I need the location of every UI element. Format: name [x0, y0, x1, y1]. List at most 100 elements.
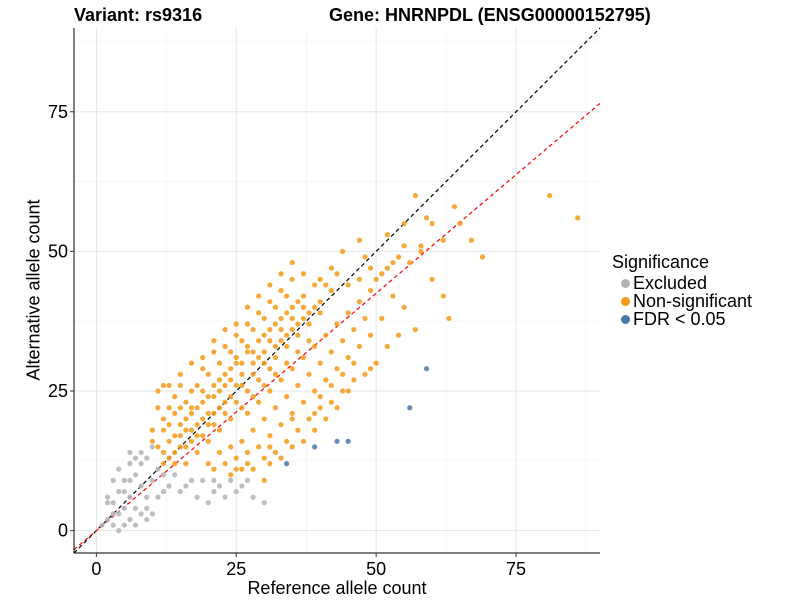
- point-non-significant: [312, 410, 318, 416]
- point-non-significant: [300, 399, 307, 405]
- point-non-significant: [222, 399, 228, 405]
- x-tick-label: 50: [366, 559, 386, 579]
- point-non-significant: [211, 394, 217, 400]
- point-non-significant: [200, 354, 206, 361]
- point-non-significant: [323, 377, 329, 383]
- point-non-significant: [166, 382, 172, 389]
- point-non-significant: [267, 433, 273, 439]
- point-excluded: [160, 472, 167, 478]
- point-non-significant: [379, 271, 385, 277]
- point-non-significant: [423, 215, 430, 221]
- point-non-significant: [256, 310, 262, 316]
- point-excluded: [116, 466, 122, 472]
- point-non-significant: [188, 410, 195, 416]
- point-non-significant: [205, 371, 211, 377]
- point-non-significant: [390, 293, 396, 299]
- point-non-significant: [289, 259, 295, 266]
- point-excluded: [121, 477, 127, 483]
- point-non-significant: [228, 472, 234, 478]
- point-non-significant: [284, 332, 290, 338]
- point-non-significant: [250, 394, 256, 400]
- point-excluded: [116, 511, 122, 517]
- point-excluded: [121, 522, 127, 528]
- point-excluded: [200, 477, 206, 483]
- point-non-significant: [300, 315, 307, 322]
- point-non-significant: [272, 371, 279, 377]
- point-non-significant: [216, 449, 223, 456]
- legend-item-excluded: Excluded: [612, 273, 752, 293]
- y-axis-ticks: 0 25 50 75: [48, 102, 74, 541]
- point-non-significant: [334, 321, 340, 327]
- point-excluded: [127, 461, 133, 467]
- point-non-significant: [155, 388, 161, 394]
- point-non-significant: [267, 388, 273, 394]
- point-non-significant: [188, 360, 195, 366]
- point-non-significant: [160, 427, 167, 433]
- point-excluded: [116, 488, 122, 495]
- point-non-significant: [188, 405, 195, 411]
- point-excluded: [250, 494, 256, 500]
- point-non-significant: [278, 377, 284, 383]
- point-non-significant: [228, 366, 234, 372]
- point-excluded: [127, 494, 133, 500]
- legend-label-non-significant: Non-significant: [633, 290, 753, 311]
- point-non-significant: [395, 332, 402, 338]
- point-non-significant: [177, 444, 183, 450]
- point-non-significant: [216, 405, 223, 411]
- point-non-significant: [244, 343, 251, 349]
- point-non-significant: [256, 444, 262, 450]
- point-non-significant: [149, 427, 155, 433]
- point-non-significant: [244, 321, 251, 327]
- point-non-significant: [233, 466, 239, 472]
- point-non-significant: [228, 349, 234, 355]
- point-non-significant: [256, 354, 262, 361]
- point-non-significant: [177, 382, 183, 389]
- point-non-significant: [205, 461, 211, 467]
- point-non-significant: [261, 382, 267, 389]
- point-non-significant: [339, 338, 346, 344]
- point-excluded: [211, 477, 217, 483]
- point-non-significant: [239, 338, 245, 344]
- point-non-significant: [295, 332, 301, 338]
- point-non-significant: [205, 394, 211, 400]
- point-non-significant: [300, 293, 307, 299]
- point-non-significant: [166, 421, 172, 428]
- point-non-significant: [194, 382, 200, 389]
- point-non-significant: [278, 326, 284, 333]
- point-non-significant: [239, 405, 245, 411]
- point-non-significant: [379, 315, 385, 322]
- point-non-significant: [228, 416, 234, 422]
- point-non-significant: [278, 455, 284, 461]
- point-non-significant: [356, 299, 362, 305]
- point-non-significant: [418, 243, 424, 249]
- point-non-significant: [317, 276, 323, 282]
- point-non-significant: [395, 254, 402, 260]
- point-non-significant: [289, 315, 295, 322]
- point-non-significant: [188, 427, 195, 433]
- point-non-significant: [300, 438, 307, 444]
- point-non-significant: [289, 410, 295, 416]
- point-non-significant: [295, 382, 301, 389]
- point-non-significant: [155, 444, 161, 450]
- point-non-significant: [306, 310, 312, 316]
- point-non-significant: [166, 455, 172, 461]
- point-non-significant: [244, 449, 251, 456]
- point-non-significant: [183, 444, 189, 450]
- point-non-significant: [289, 304, 295, 310]
- x-tick-label: 0: [91, 559, 101, 579]
- point-non-significant: [244, 461, 251, 467]
- point-excluded: [177, 488, 183, 495]
- point-non-significant: [547, 192, 553, 199]
- point-non-significant: [373, 360, 379, 366]
- point-fdr-0-05: [407, 405, 413, 411]
- point-non-significant: [356, 276, 362, 282]
- point-non-significant: [160, 416, 167, 422]
- point-excluded: [121, 488, 127, 495]
- point-non-significant: [172, 394, 178, 400]
- point-non-significant: [317, 405, 323, 411]
- point-non-significant: [345, 388, 351, 394]
- point-non-significant: [272, 304, 279, 310]
- point-non-significant: [367, 332, 374, 338]
- point-non-significant: [239, 438, 245, 444]
- point-non-significant: [177, 371, 183, 377]
